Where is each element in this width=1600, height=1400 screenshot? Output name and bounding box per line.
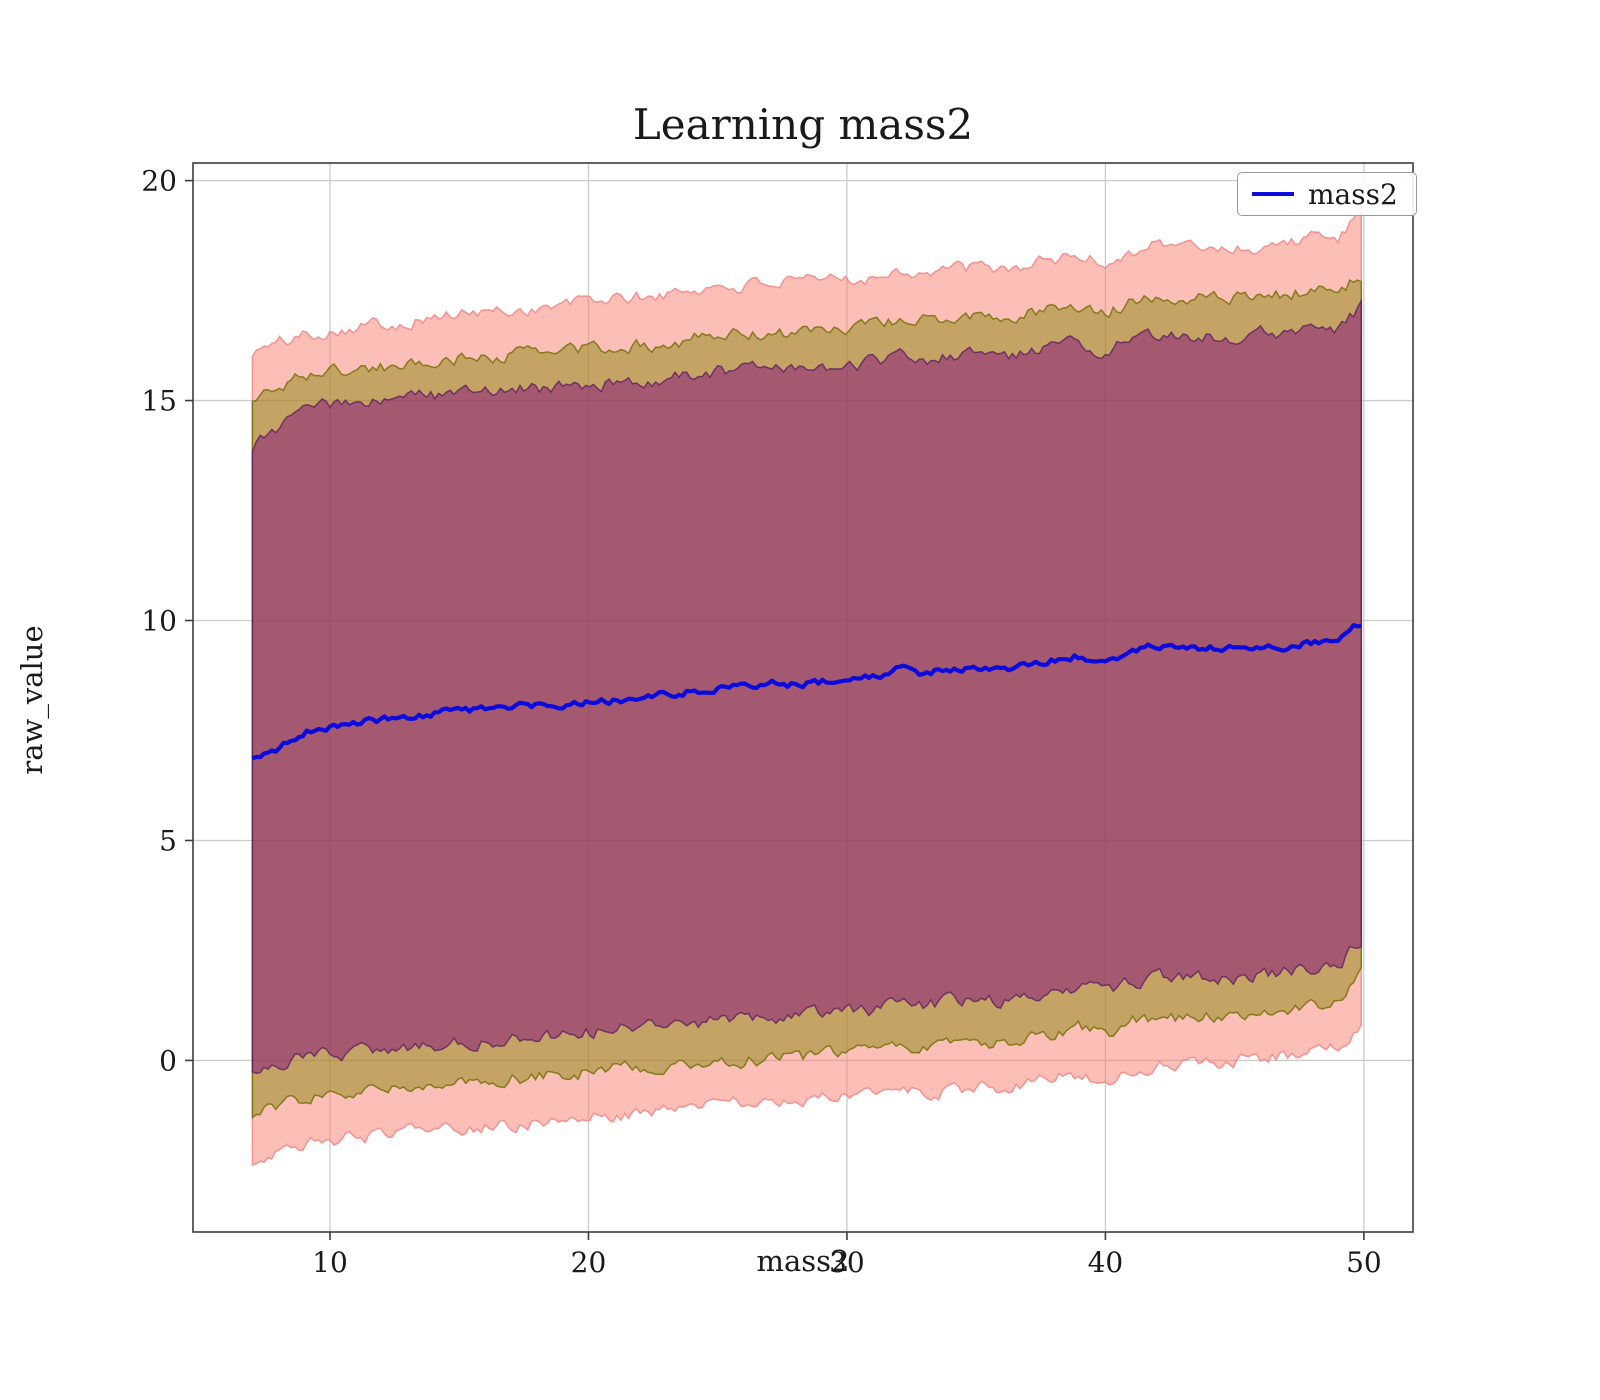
- y-tick-label: 20: [141, 165, 177, 198]
- inner-band: [251, 297, 1363, 1075]
- series-line-mass2: [251, 623, 1362, 761]
- x-axis-label: mass2: [756, 1244, 850, 1278]
- x-tick-label: 20: [571, 1246, 607, 1279]
- legend-label: mass2: [1308, 177, 1398, 211]
- axes-box: [192, 162, 1414, 1233]
- legend: mass2: [1237, 172, 1417, 216]
- y-tick-label: 5: [159, 824, 177, 857]
- middle-band: [251, 279, 1363, 1120]
- x-tick-label: 10: [312, 1246, 348, 1279]
- y-tick-label: 10: [141, 605, 177, 638]
- x-tick-label: 40: [1088, 1246, 1124, 1279]
- y-tick-label: 15: [141, 385, 177, 418]
- y-tick-label: 0: [159, 1044, 177, 1077]
- x-tick-label: 30: [829, 1246, 865, 1279]
- chart-title: Learning mass2: [632, 100, 974, 149]
- x-tick-label: 50: [1346, 1246, 1382, 1279]
- y-axis-label: raw_value: [15, 625, 49, 775]
- legend-line-swatch: [1252, 192, 1294, 196]
